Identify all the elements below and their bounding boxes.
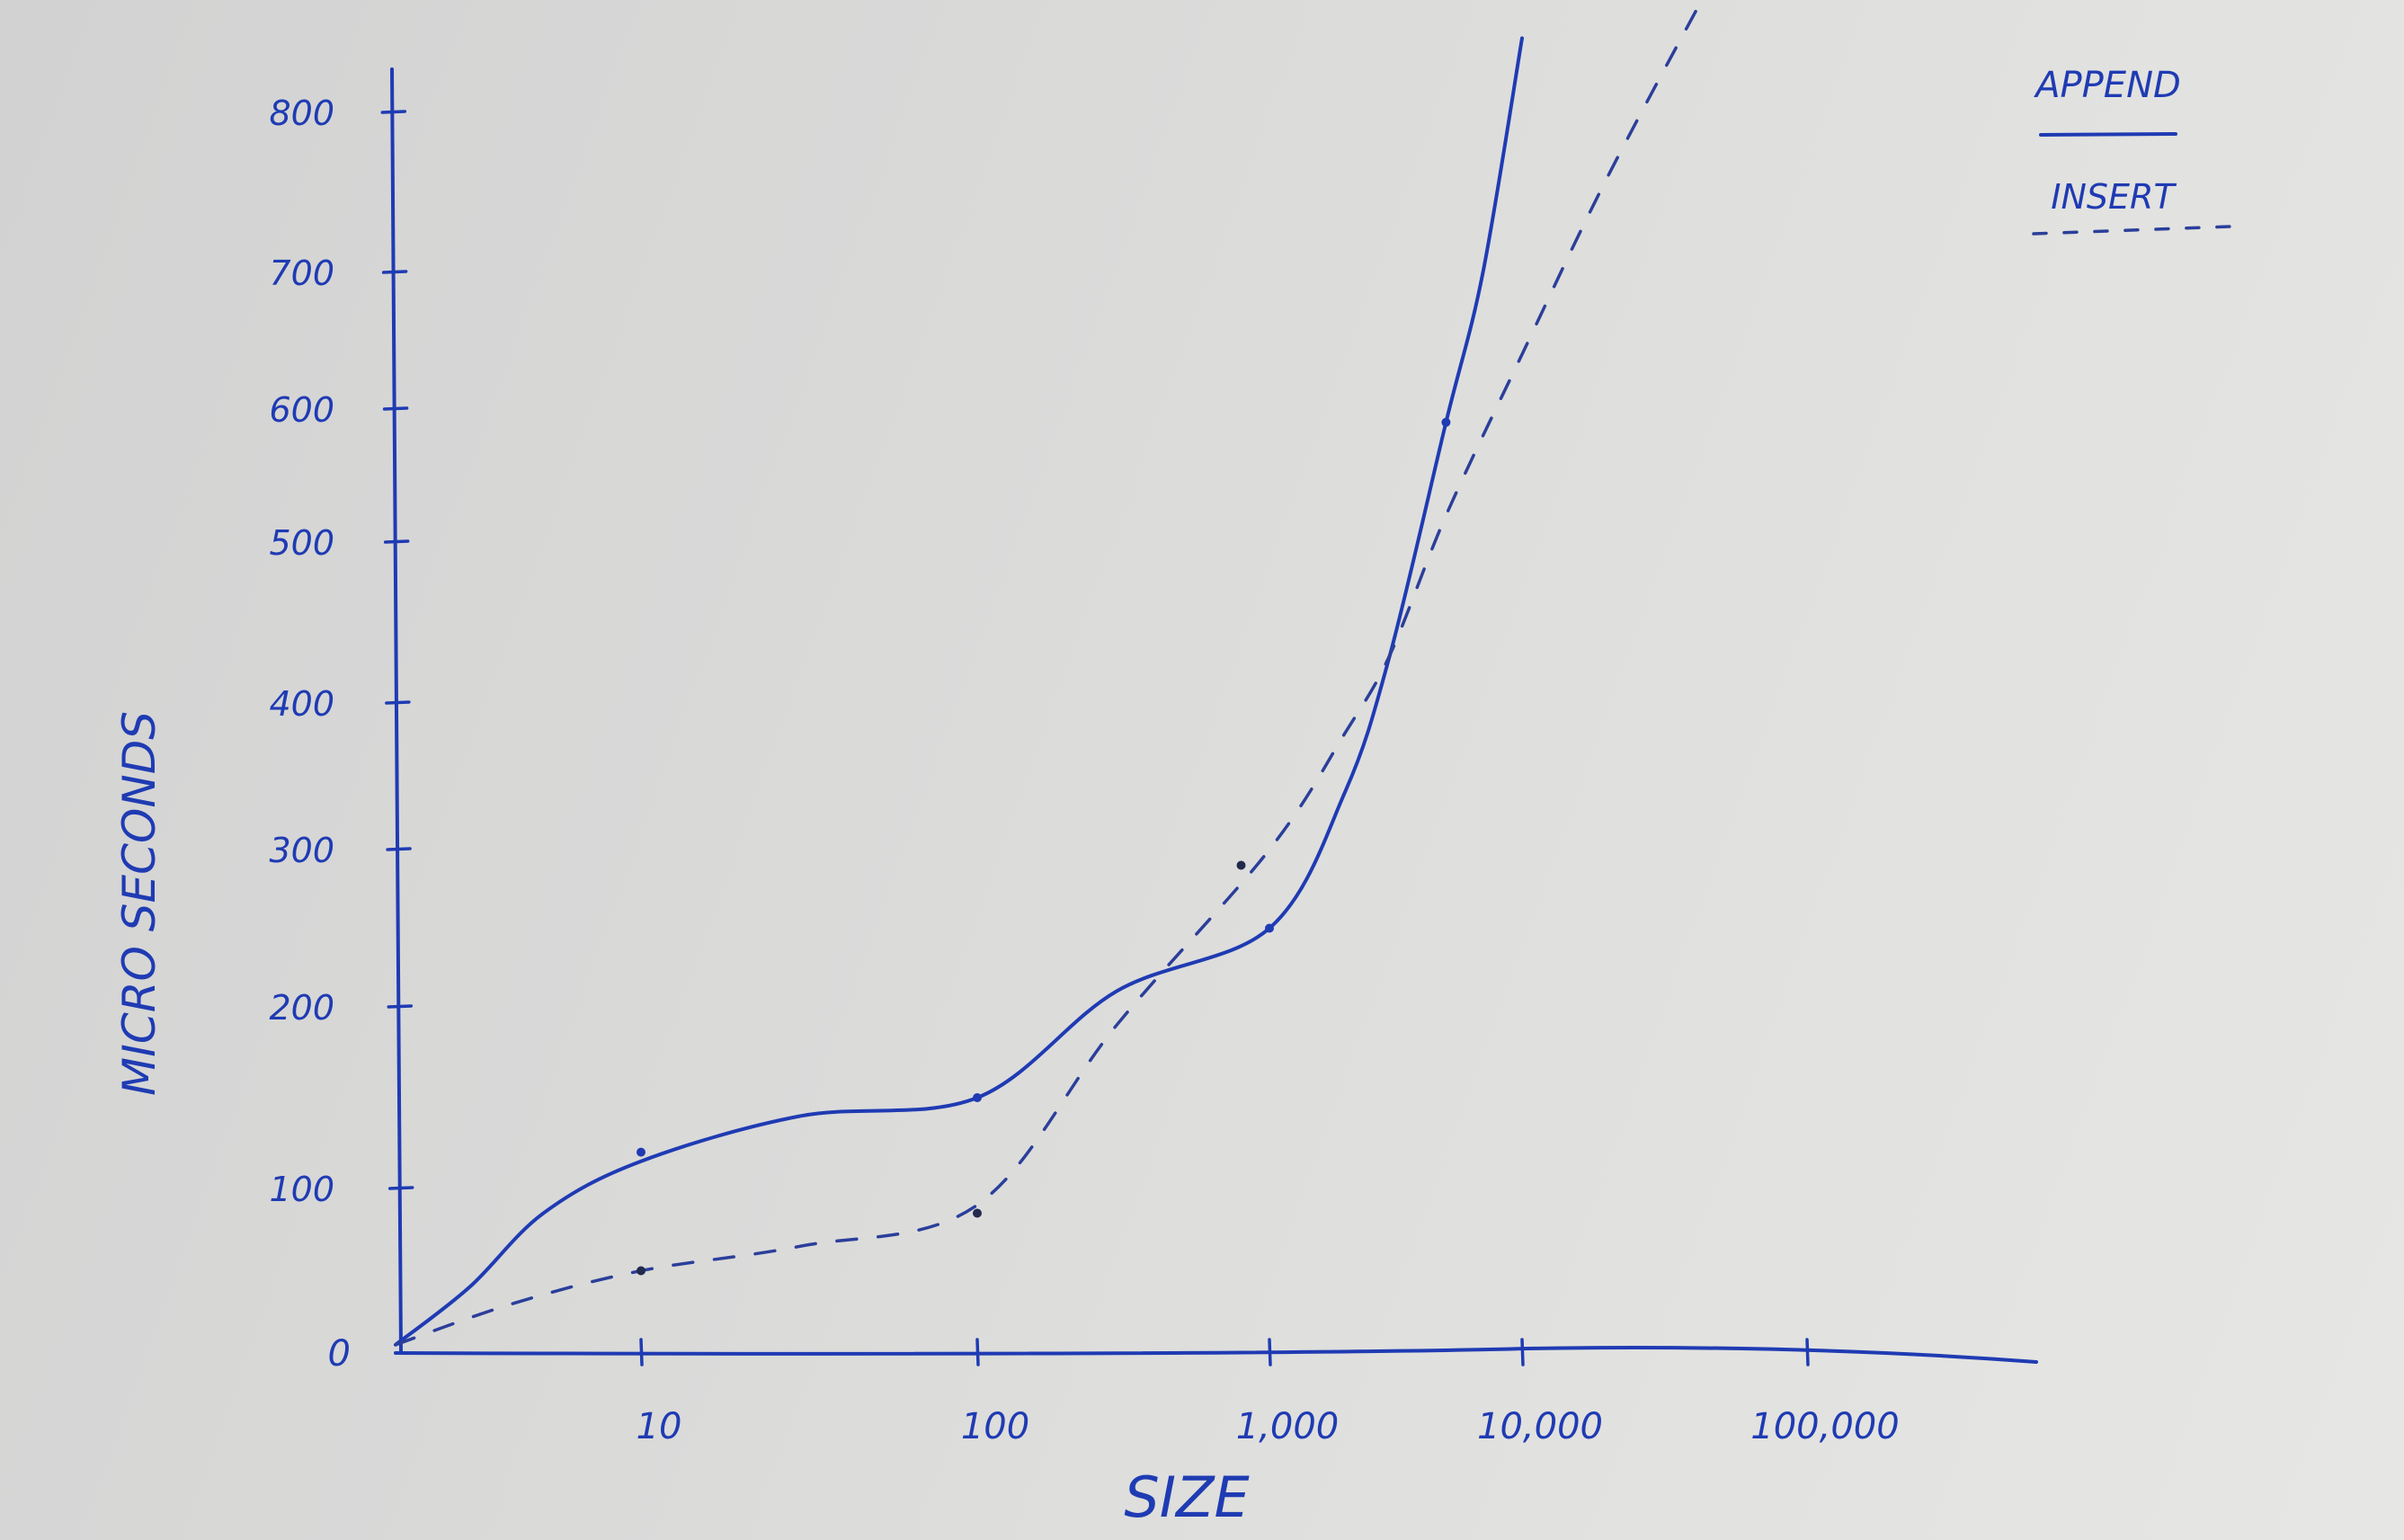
x-tick-label: 10 xyxy=(637,1406,682,1447)
x-tick-mark xyxy=(975,1338,980,1366)
y-tick-mark xyxy=(383,539,410,544)
legend-swatch-append xyxy=(2039,132,2177,137)
x-axis-line xyxy=(394,1346,2038,1364)
data-point xyxy=(1265,923,1274,933)
x-axis-title: SIZE xyxy=(1124,1464,1250,1530)
y-tick-label: 800 xyxy=(269,93,334,133)
legend-label-insert: INSERT xyxy=(2051,177,2177,217)
data-point xyxy=(973,1208,982,1218)
y-tick-mark xyxy=(385,700,411,705)
legend-swatch-insert xyxy=(2032,225,2231,236)
y-tick-label: 100 xyxy=(269,1170,334,1209)
x-axis-ticks: 10 100 1,000 10,000 100,000 xyxy=(637,1338,1900,1447)
y-tick-label: 300 xyxy=(269,831,334,870)
series-line-append xyxy=(394,36,1524,1347)
y-tick-label: 600 xyxy=(269,390,334,430)
data-point xyxy=(637,1147,646,1157)
y-tick-mark xyxy=(386,847,412,851)
y-tick-mark xyxy=(380,110,407,114)
y-tick-mark xyxy=(387,1004,414,1009)
y-tick-label: 500 xyxy=(269,523,334,563)
y-tick-label: 700 xyxy=(269,254,334,293)
x-tick-label: 10,000 xyxy=(1477,1406,1603,1447)
data-point xyxy=(973,1093,982,1102)
data-point-markers xyxy=(637,417,1451,1276)
x-tick-mark xyxy=(1805,1338,1810,1366)
y-tick-label: 0 xyxy=(328,1333,351,1375)
x-tick-label: 100 xyxy=(961,1406,1029,1447)
legend: APPEND INSERT xyxy=(2032,65,2231,236)
x-tick-mark xyxy=(639,1338,644,1366)
x-tick-mark xyxy=(1520,1338,1525,1366)
data-point xyxy=(1441,417,1451,427)
series-line-insert xyxy=(394,0,1704,1347)
y-axis-ticks: 0 100 200 300 400 500 600 700 800 xyxy=(269,93,414,1375)
y-tick-label: 400 xyxy=(269,684,334,724)
data-point xyxy=(1236,860,1246,870)
data-point xyxy=(637,1266,646,1276)
y-tick-label: 200 xyxy=(269,988,334,1028)
x-tick-label: 100,000 xyxy=(1750,1406,1899,1447)
y-tick-mark xyxy=(382,406,409,411)
x-tick-mark xyxy=(1268,1338,1272,1366)
y-axis-title: MICRO SECONDS xyxy=(113,711,165,1096)
legend-label-append: APPEND xyxy=(2033,65,2181,106)
x-tick-label: 1,000 xyxy=(1236,1406,1340,1447)
y-axis-line xyxy=(390,67,403,1355)
